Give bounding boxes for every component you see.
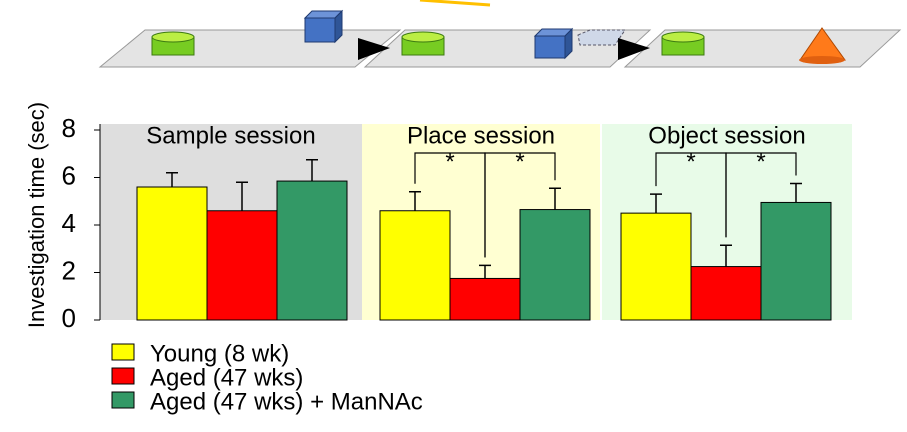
session-illustration	[100, 0, 900, 67]
legend-label: Young (8 wk)	[150, 340, 289, 367]
legend-label: Aged (47 wks) + ManNAc	[150, 388, 423, 415]
y-tick-label: 0	[62, 303, 76, 333]
category-label: Sample session	[146, 122, 315, 149]
category-label: Object session	[648, 122, 805, 149]
significance-label: *	[515, 148, 524, 175]
cylinder	[662, 32, 704, 55]
y-tick-label: 4	[62, 208, 76, 238]
cube	[305, 11, 342, 42]
cone-base	[799, 56, 845, 64]
bar	[380, 211, 450, 320]
bar	[621, 213, 691, 320]
y-axis-label: Investigation time (sec)	[24, 102, 49, 328]
arrow-fragment	[420, 0, 490, 5]
bar	[137, 187, 207, 320]
y-tick-label: 2	[62, 255, 76, 285]
legend-swatch	[112, 344, 134, 360]
bar	[761, 202, 831, 320]
y-tick-label: 8	[62, 113, 76, 143]
y-tick-label: 6	[62, 160, 76, 190]
platform	[100, 30, 400, 67]
bar	[520, 210, 590, 320]
bar	[450, 278, 520, 320]
cylinder	[152, 32, 194, 55]
chart: Investigation time (sec) Sample session P…	[0, 0, 907, 432]
legend-swatch	[112, 368, 134, 384]
legend-swatch	[112, 392, 134, 408]
significance-label: *	[756, 148, 765, 175]
cylinder	[402, 32, 444, 55]
cube	[535, 29, 572, 58]
significance-label: *	[445, 148, 454, 175]
bar	[691, 267, 761, 320]
significance-label: *	[686, 148, 695, 175]
bar	[277, 181, 347, 320]
bar	[207, 211, 277, 320]
category-label: Place session	[407, 122, 555, 149]
legend-label: Aged (47 wks)	[150, 364, 303, 391]
